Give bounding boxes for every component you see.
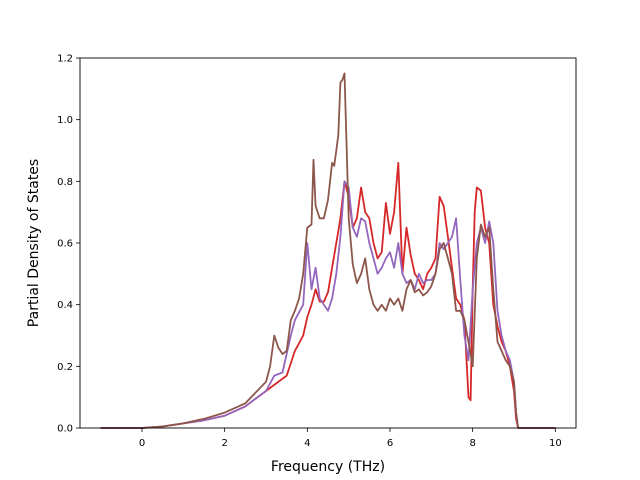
y-tick-label: 0.6 [57, 239, 73, 250]
axes-frame [79, 57, 577, 429]
x-tick-label: 6 [387, 438, 393, 449]
y-tick-label: 1.2 [57, 54, 73, 65]
y-tick-label: 0.4 [57, 300, 73, 311]
x-tick-label: 2 [221, 438, 227, 449]
y-tick-label: 0.8 [57, 177, 73, 188]
x-axis-label: Frequency (THz) [271, 459, 385, 475]
x-tick-label: 4 [304, 438, 310, 449]
y-tick-label: 0.0 [57, 424, 73, 435]
y-axis: 0.0 0.2 0.4 0.6 0.8 1.0 1.2 [57, 54, 80, 435]
y-tick-label: 0.2 [57, 362, 73, 373]
x-tick-label: 0 [139, 438, 145, 449]
x-tick-label: 10 [549, 438, 562, 449]
plot-area [100, 72, 556, 429]
series-line-2 [100, 180, 556, 429]
y-tick-label: 1.0 [57, 115, 73, 126]
series-line-3 [100, 72, 556, 429]
series-line-1 [100, 161, 556, 429]
x-axis: 0 2 4 6 8 10 [139, 428, 562, 449]
x-tick-label: 8 [469, 438, 475, 449]
y-axis-label: Partial Density of States [26, 159, 42, 327]
